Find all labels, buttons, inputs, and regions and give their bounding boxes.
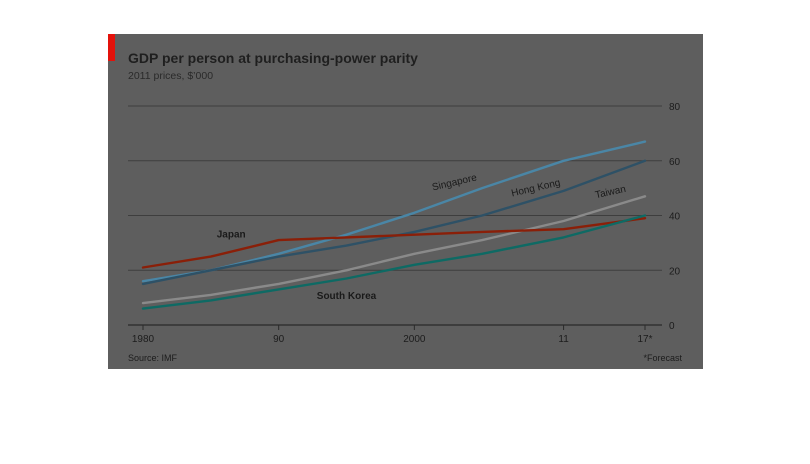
series-label-singapore: Singapore <box>431 172 478 193</box>
y-tick-label: 60 <box>669 157 681 168</box>
series-line-japan <box>141 216 647 269</box>
source-note: Source: IMF <box>128 353 178 363</box>
y-axis-ticks: 0 20 40 60 80 <box>669 102 681 332</box>
chart-subtitle: 2011 prices, $’000 <box>128 70 213 82</box>
x-tick-label: 2000 <box>403 334 426 345</box>
chart-svg: GDP per person at purchasing-power parit… <box>108 34 682 363</box>
x-tick-label: 17* <box>637 334 652 345</box>
series-label-japan: Japan <box>217 229 246 240</box>
brand-accent-bar <box>108 34 115 61</box>
series-lines <box>141 140 647 310</box>
y-tick-label: 20 <box>669 266 681 277</box>
series-line-taiwan <box>141 195 647 305</box>
x-tick-label: 1980 <box>132 334 155 345</box>
series-line-south-korea <box>141 214 647 310</box>
chart-title: GDP per person at purchasing-power parit… <box>128 50 418 66</box>
y-tick-label: 0 <box>669 321 675 332</box>
x-tick-label: 11 <box>558 334 569 345</box>
chart-panel: GDP per person at purchasing-power parit… <box>108 34 703 369</box>
forecast-footnote: *Forecast <box>643 353 682 363</box>
y-tick-label: 80 <box>669 102 681 113</box>
series-label-south-korea: South Korea <box>317 291 377 302</box>
series-line-hong-kong <box>141 159 647 286</box>
x-axis-ticks: 1980 90 2000 11 17* <box>132 325 653 345</box>
series-label-taiwan: Taiwan <box>594 184 627 201</box>
x-tick-label: 90 <box>273 334 285 345</box>
series-line-singapore <box>141 140 647 283</box>
y-tick-label: 40 <box>669 212 681 223</box>
series-label-hong-kong: Hong Kong <box>510 177 561 199</box>
